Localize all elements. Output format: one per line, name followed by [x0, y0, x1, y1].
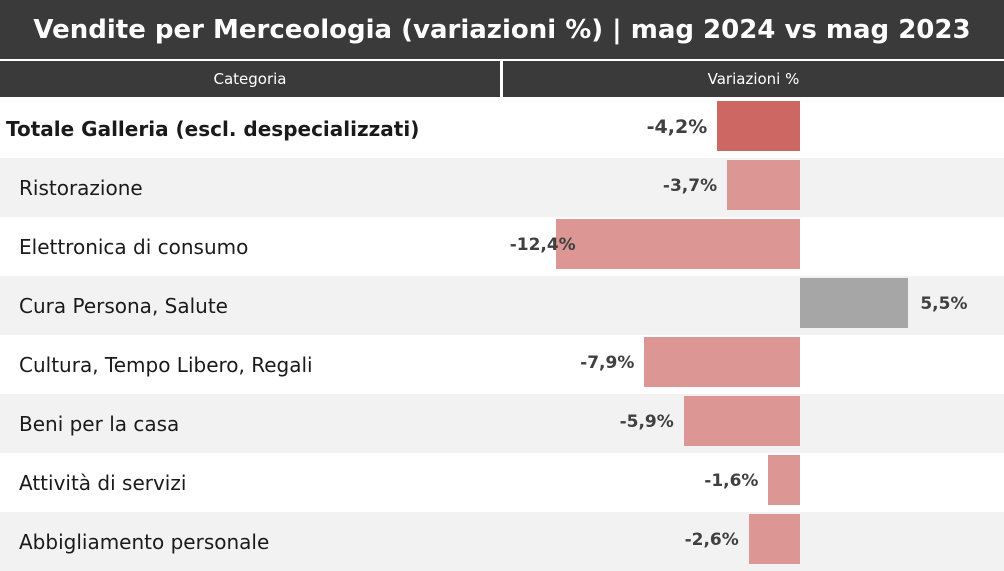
category-row: Cultura, Tempo Libero, Regali -7,9% — [0, 335, 1004, 394]
category-label: Abbigliamento personale — [19, 529, 270, 554]
data-label: 5,5% — [920, 294, 968, 314]
data-label: -5,9% — [619, 412, 674, 432]
category-row: Ristorazione -3,7% — [0, 158, 1004, 217]
data-label: -4,2% — [646, 116, 708, 138]
bar — [748, 514, 800, 564]
bar — [727, 160, 800, 210]
total-row: Totale Galleria (escl. despecializzati) -… — [0, 99, 1004, 158]
bar — [683, 396, 800, 446]
data-label: -2,6% — [684, 530, 739, 550]
bar — [644, 337, 800, 387]
bar — [768, 455, 800, 505]
category-label: Beni per la casa — [19, 411, 180, 436]
data-label: -7,9% — [580, 353, 635, 373]
bar — [717, 101, 800, 151]
category-label: Elettronica di consumo — [19, 234, 249, 259]
category-label: Cura Persona, Salute — [19, 293, 228, 318]
category-row: Attività di servizi -1,6% — [0, 453, 1004, 512]
column-header-category: Categoria — [0, 61, 500, 97]
data-label: -12,4% — [509, 235, 576, 255]
header-divider — [0, 59, 1004, 61]
category-row: Elettronica di consumo -12,4% — [0, 217, 1004, 276]
category-label: Cultura, Tempo Libero, Regali — [19, 352, 313, 377]
category-label: Ristorazione — [19, 175, 143, 200]
bar — [800, 278, 909, 328]
bar — [555, 219, 800, 269]
category-row: Abbigliamento personale -2,6% — [0, 512, 1004, 571]
category-label: Totale Galleria (escl. despecializzati) — [6, 116, 420, 141]
category-row: Cura Persona, Salute 5,5% — [0, 276, 1004, 335]
data-label: -3,7% — [662, 176, 718, 196]
data-label: -1,6% — [704, 471, 759, 491]
chart-title: Vendite per Merceologia (variazioni %) |… — [0, 0, 1004, 59]
column-header-variation: Variazioni % — [503, 61, 1004, 97]
category-label: Attività di servizi — [19, 470, 187, 495]
category-row: Beni per la casa -5,9% — [0, 394, 1004, 453]
